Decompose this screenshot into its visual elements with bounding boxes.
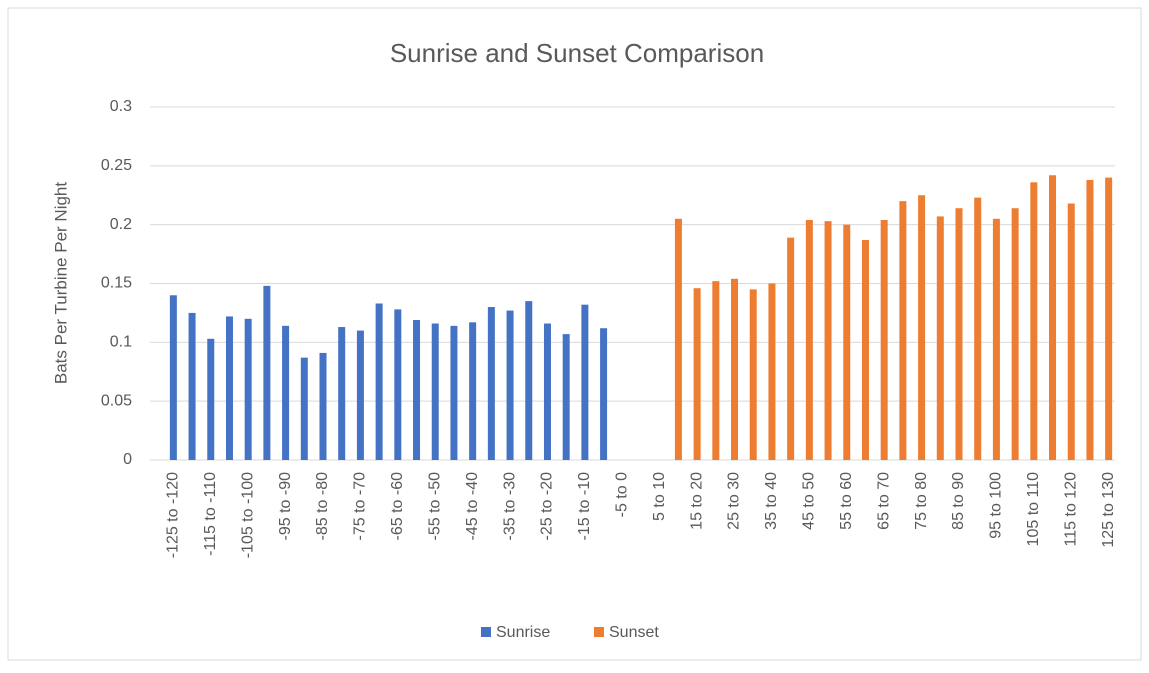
bar (600, 328, 608, 460)
legend-label: Sunset (609, 624, 659, 641)
bar (1067, 203, 1075, 460)
bar (992, 218, 1000, 460)
bar (356, 330, 364, 460)
bar (225, 316, 233, 460)
x-tick-label: -45 to -40 (464, 472, 481, 541)
bar (1049, 175, 1057, 460)
x-tick-label: 5 to 10 (651, 472, 668, 521)
bar (805, 219, 813, 460)
x-tick-label: -65 to -60 (389, 472, 406, 541)
chart-frame (7, 7, 1142, 661)
x-tick-label: -125 to -120 (165, 472, 182, 558)
bar (188, 312, 196, 460)
bar (955, 208, 963, 460)
x-tick-label: 55 to 60 (838, 472, 855, 530)
bar (1030, 182, 1038, 460)
bar (768, 283, 776, 460)
bar (936, 216, 944, 460)
y-tick-label: 0.25 (101, 157, 132, 174)
bar (506, 310, 514, 460)
bar (338, 327, 346, 460)
x-tick-label: -105 to -100 (239, 472, 256, 558)
legend-label: Sunrise (496, 624, 550, 641)
bar (375, 303, 383, 460)
bar (843, 224, 851, 460)
bar (450, 325, 458, 460)
y-tick-label: 0.15 (101, 275, 132, 292)
bar (263, 285, 271, 460)
bar (394, 309, 402, 460)
bar (282, 325, 290, 460)
x-tick-label: -95 to -90 (277, 472, 294, 541)
x-tick-label: 115 to 120 (1062, 472, 1079, 547)
x-tick-label: 105 to 110 (1025, 472, 1042, 547)
bar (431, 323, 439, 460)
bar (880, 219, 888, 460)
bar (899, 201, 907, 460)
bar (1011, 208, 1019, 460)
bar (581, 304, 589, 460)
x-tick-label: -5 to 0 (614, 472, 631, 517)
bar (469, 322, 477, 460)
bar (413, 319, 421, 460)
bar (824, 221, 832, 460)
y-tick-label: 0.1 (110, 334, 132, 351)
x-tick-label: 45 to 50 (801, 472, 818, 530)
bar (207, 338, 215, 460)
bar (319, 352, 327, 460)
bar (749, 289, 757, 460)
bar (918, 195, 926, 460)
y-tick-label: 0 (123, 451, 132, 468)
y-tick-label: 0.05 (101, 392, 132, 409)
x-tick-label: -85 to -80 (314, 472, 331, 541)
bar (300, 357, 308, 460)
bar (244, 318, 252, 460)
bar (169, 295, 177, 460)
legend-swatch (481, 627, 491, 637)
x-tick-label: 25 to 30 (726, 472, 743, 530)
x-tick-label: 35 to 40 (763, 472, 780, 530)
x-tick-label: -115 to -110 (202, 472, 219, 556)
bar (674, 218, 682, 460)
x-tick-label: -75 to -70 (352, 472, 369, 541)
x-tick-label: 75 to 80 (913, 472, 930, 530)
x-tick-label: 65 to 70 (875, 472, 892, 530)
bar (693, 288, 701, 460)
bar (731, 278, 739, 460)
x-tick-label: -25 to -20 (539, 472, 556, 541)
x-tick-label: 85 to 90 (950, 472, 967, 530)
legend-swatch (594, 627, 604, 637)
bar (861, 239, 869, 460)
y-tick-label: 0.2 (110, 216, 132, 233)
bar (712, 281, 720, 460)
x-tick-label: 125 to 130 (1100, 472, 1117, 548)
bar (562, 334, 570, 460)
x-tick-label: -15 to -10 (576, 472, 593, 541)
bar (1105, 177, 1113, 460)
bar (525, 301, 533, 460)
y-tick-label: 0.3 (110, 98, 132, 115)
x-tick-label: 95 to 100 (988, 472, 1005, 539)
x-tick-label: 15 to 20 (688, 472, 705, 530)
bar (974, 197, 982, 460)
bar (787, 237, 795, 460)
chart-title: Sunrise and Sunset Comparison (390, 38, 764, 68)
bar (1086, 179, 1094, 460)
x-tick-label: -35 to -30 (501, 472, 518, 541)
y-axis-label: Bats Per Turbine Per Night (51, 182, 70, 384)
bar (543, 323, 551, 460)
bar (487, 307, 495, 460)
x-tick-label: -55 to -50 (426, 472, 443, 541)
